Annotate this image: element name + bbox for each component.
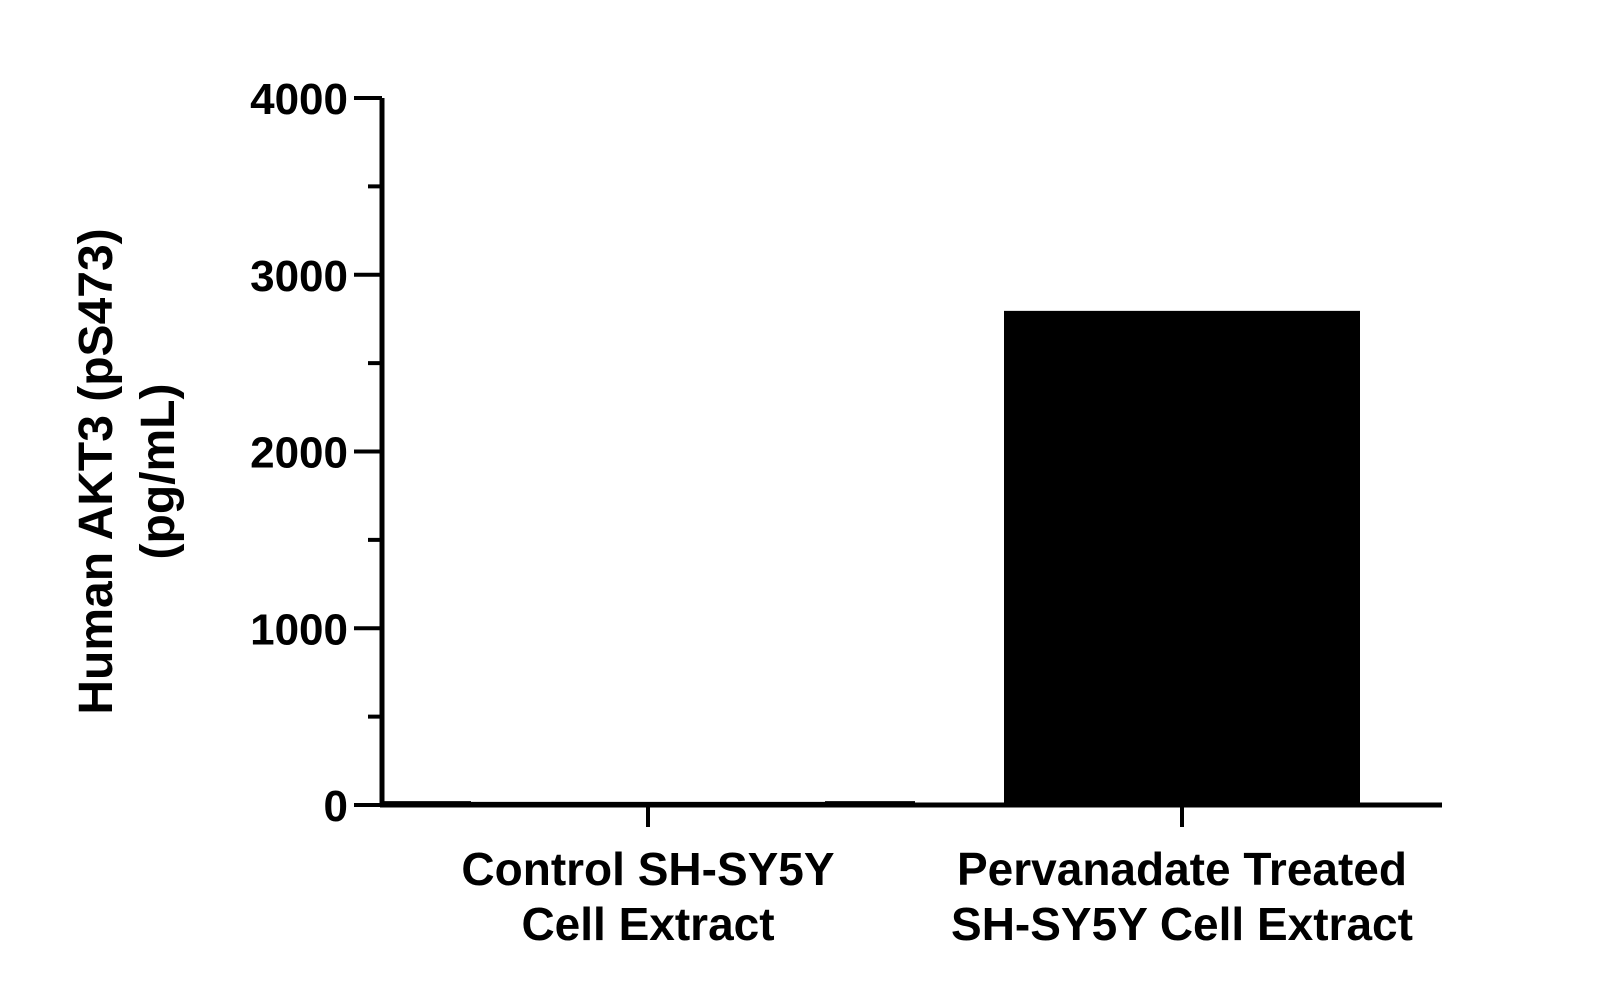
y-tick-label: 3000 — [250, 252, 348, 301]
y-axis: 0 1000 2000 3000 4000 — [250, 75, 385, 831]
y-tick-label: 0 — [324, 782, 348, 831]
x-axis: Control SH-SY5Y Cell Extract Pervanadate T… — [380, 802, 1442, 950]
bar — [1004, 310, 1360, 806]
x-category-label: Control SH-SY5Y Cell Extract — [461, 843, 834, 950]
y-tick-label: 1000 — [250, 605, 348, 654]
y-axis-label: Human AKT3 (pS473) (pg/mL) — [70, 228, 185, 714]
x-category-label: Pervanadate Treated SH-SY5Y Cell Extract — [951, 843, 1413, 950]
bars-group — [381, 310, 1360, 807]
y-axis-title-line: Human AKT3 (pS473) — [70, 228, 123, 714]
y-axis-title-line: (pg/mL) — [132, 384, 185, 560]
x-category-label-line: Cell Extract — [521, 898, 774, 950]
x-category-label-line: SH-SY5Y Cell Extract — [951, 898, 1413, 950]
x-category-label-line: Pervanadate Treated — [957, 843, 1407, 895]
y-axis-title: Human AKT3 (pS473) (pg/mL) — [70, 228, 185, 714]
y-tick-label: 4000 — [250, 75, 348, 124]
y-tick-label: 2000 — [250, 429, 348, 478]
x-category-label-line: Control SH-SY5Y — [461, 843, 834, 895]
